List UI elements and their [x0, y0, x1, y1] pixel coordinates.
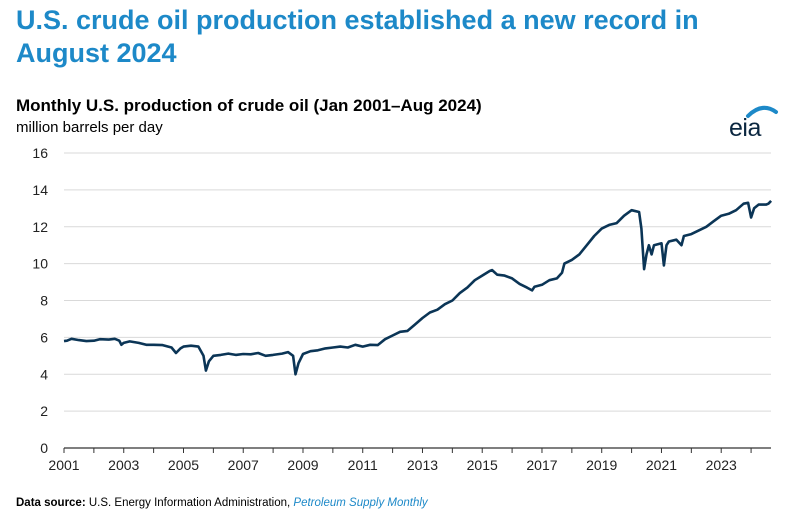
- x-axis-ticks: 2001 2003 2005 2007 2009 2011 2013 2015 2017 2019…: [48, 448, 752, 473]
- logo-arc-icon: [746, 105, 778, 118]
- y-tick-label: 16: [32, 145, 48, 161]
- x-tick-label: 2013: [407, 457, 438, 473]
- data-source-footer: Data source: U.S. Energy Information Adm…: [16, 497, 428, 509]
- y-tick-label: 8: [40, 293, 48, 309]
- y-axis-ticks: 0 2 4 6 8 10 12 14 16: [32, 145, 48, 456]
- footer-source: U.S. Energy Information Administration,: [88, 497, 291, 509]
- x-tick-label: 2003: [108, 457, 139, 473]
- x-tick-label: 2001: [48, 457, 79, 473]
- footer-label: Data source:: [16, 497, 86, 509]
- logo-text: eia: [729, 114, 761, 142]
- y-tick-label: 0: [40, 440, 48, 456]
- footer-publication-link[interactable]: Petroleum Supply Monthly: [293, 497, 428, 509]
- headline: U.S. crude oil production established a …: [16, 5, 699, 68]
- x-tick-label: 2023: [706, 457, 737, 473]
- y-axis-unit-label: million barrels per day: [16, 119, 163, 136]
- x-tick-label: 2021: [646, 457, 677, 473]
- y-tick-label: 2: [40, 403, 48, 419]
- x-tick-label: 2009: [287, 457, 318, 473]
- y-tick-label: 14: [32, 182, 48, 198]
- x-tick-label: 2019: [586, 457, 617, 473]
- x-tick-label: 2011: [348, 457, 378, 473]
- x-tick-label: 2015: [467, 457, 498, 473]
- y-tick-label: 6: [40, 329, 48, 345]
- x-tick-label: 2017: [526, 457, 557, 473]
- chart-title: Monthly U.S. production of crude oil (Ja…: [16, 96, 482, 115]
- y-tick-label: 4: [40, 366, 48, 382]
- x-tick-label: 2005: [168, 457, 199, 473]
- grid-lines: [64, 152, 771, 412]
- y-tick-label: 10: [32, 256, 48, 272]
- eia-logo: eia: [726, 104, 780, 144]
- x-tick-label: 2007: [228, 457, 259, 473]
- series-line-crude-oil-production: [63, 199, 773, 376]
- y-tick-label: 12: [32, 219, 48, 235]
